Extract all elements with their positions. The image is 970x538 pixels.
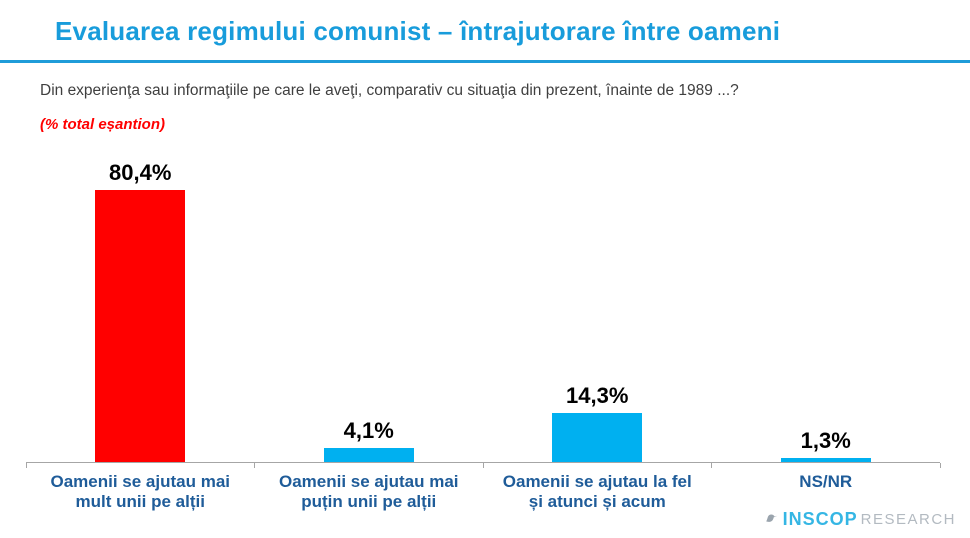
bar-value-label: 1,3% <box>800 428 851 453</box>
inscop-research-logo: INSCOP RESEARCH <box>764 509 956 530</box>
bar <box>95 190 186 462</box>
category-label: Oamenii se ajutau la fel și atunci și ac… <box>502 472 692 512</box>
axis-ticks <box>25 463 941 468</box>
bar-value-label: 4,1% <box>343 418 394 443</box>
title-underline <box>0 60 970 63</box>
bar <box>780 458 871 462</box>
bar <box>552 413 643 462</box>
axis-tick <box>939 463 941 468</box>
bird-icon <box>764 512 779 527</box>
page-title: Evaluarea regimului comunist – întrajuto… <box>55 16 781 46</box>
axis-tick <box>25 463 27 468</box>
logo-name: INSCOP <box>782 509 858 529</box>
category-label: Oamenii se ajutau mai puțin unii pe alți… <box>278 472 459 512</box>
axis-tick <box>254 463 255 468</box>
axis-tick <box>711 463 712 468</box>
category-labels-row: Oamenii se ajutau mai mult unii pe alții… <box>26 472 940 513</box>
bar-slot: 4,1% <box>255 160 484 462</box>
survey-question: Din experienţa sau informaţiile pe care … <box>40 82 739 99</box>
axis-tick <box>482 463 484 468</box>
sample-note: (% total eșantion) <box>40 116 166 133</box>
bar-slot: 80,4% <box>26 160 255 462</box>
bar <box>323 448 414 462</box>
bar-chart-plot-area: 80,4% 4,1% 14,3% 1,3% <box>26 160 940 463</box>
bar-value-label: 80,4% <box>109 160 172 185</box>
logo-suffix: RESEARCH <box>860 511 956 528</box>
category-label: NS/NR <box>799 472 853 491</box>
bar-slot: 1,3% <box>712 160 941 462</box>
bar-value-label: 14,3% <box>566 383 629 408</box>
category-label: Oamenii se ajutau mai mult unii pe alții <box>50 472 230 512</box>
bar-slot: 14,3% <box>483 160 712 462</box>
